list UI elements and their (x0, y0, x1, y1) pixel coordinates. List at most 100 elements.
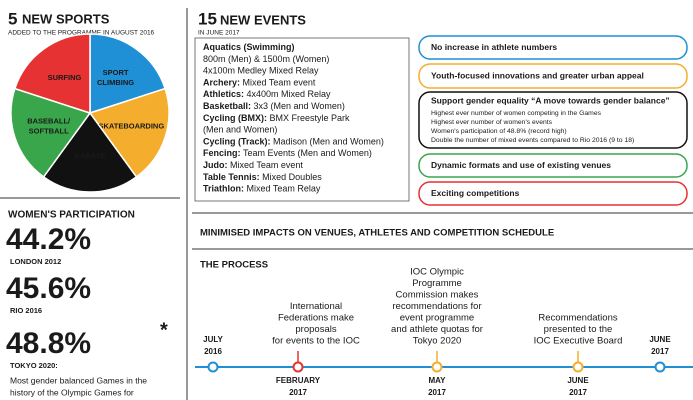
step-date: FEBRUARY (276, 376, 321, 385)
impacts-title: MINIMISED IMPACTS ON VENUES, ATHLETES AN… (200, 228, 554, 239)
step-text: Recommendations (538, 313, 617, 324)
edition-label: RIO 2016 (10, 306, 42, 315)
goal-line: Highest ever number of women's events (431, 119, 553, 126)
step-dot (292, 361, 304, 373)
event-sport: Judo: (203, 160, 228, 170)
event-line: (Men and Women) (203, 125, 277, 135)
event-line: Athletics: 4x400m Mixed Relay (203, 90, 331, 100)
percentage: 48.8% (6, 327, 91, 360)
event-detail: 4x400m Mixed Relay (244, 90, 331, 100)
process-title: THE PROCESS (200, 260, 268, 271)
slice-label: KARATE (75, 151, 106, 160)
step-text: Programme (412, 278, 462, 289)
step-date: JUNE (567, 376, 589, 385)
event-detail: Mixed Team event (228, 160, 304, 170)
goal-line: Women's participation of 48.8% (record h… (431, 128, 567, 135)
slice-label: SPORT (103, 68, 129, 77)
event-line: 4x100m Medley Mixed Relay (203, 66, 319, 76)
percentage: 45.6% (6, 272, 91, 305)
pie-slice (89, 33, 167, 115)
edition-label: LONDON 2012 (10, 257, 61, 266)
step-dot (431, 361, 443, 373)
step-text: proposals (295, 324, 336, 335)
step-date: MAY (428, 376, 446, 385)
event-detail: BMX Freestyle Park (267, 113, 350, 123)
sports-subtitle: ADDED TO THE PROGRAMME IN AUGUST 2016 (8, 30, 155, 37)
step-text: presented to the (544, 324, 613, 335)
step-date: 2016 (204, 347, 222, 356)
event-line: Fencing: Team Events (Men and Women) (203, 149, 372, 159)
women-note: history of the Olympic Games for (10, 387, 134, 397)
events-subtitle: IN JUNE 2017 (198, 30, 240, 37)
goal-title: Dynamic formats and use of existing venu… (431, 160, 611, 170)
event-line: Basketball: 3x3 (Men and Women) (203, 101, 345, 111)
events-count: 15 (198, 9, 217, 28)
pie-slice (10, 87, 92, 178)
step-date: JULY (203, 335, 223, 344)
step-date: JUNE (649, 335, 671, 344)
event-detail: 800m (Men) & 1500m (Women) (203, 54, 329, 64)
step-text: Tokyo 2020 (413, 336, 462, 347)
goal-box (418, 91, 688, 149)
event-detail: 4x100m Medley Mixed Relay (203, 66, 319, 76)
event-detail: 3x3 (Men and Women) (251, 101, 345, 111)
goal-title: No increase in athlete numbers (431, 42, 557, 52)
step-text: IOC Olympic (410, 267, 464, 278)
event-sport: Basketball: (203, 101, 251, 111)
goal-title: Support gender equality “A move towards … (431, 95, 670, 105)
event-line: Cycling (BMX): BMX Freestyle Park (203, 113, 350, 123)
step-dot (207, 361, 219, 373)
step-date: 2017 (428, 388, 446, 397)
women-note: Most gender balanced Games in the (10, 375, 147, 385)
pie-slice (13, 33, 91, 115)
event-sport: Table Tennis: (203, 172, 260, 182)
event-line: Aquatics (Swimming) (203, 42, 295, 52)
event-detail: Mixed Team event (240, 78, 316, 88)
event-sport: Cycling (Track): (203, 137, 271, 147)
event-detail: Team Events (Men and Women) (241, 149, 372, 159)
edition-label: TOKYO 2020: (10, 361, 58, 370)
goal-box (418, 63, 688, 89)
goal-line: Double the number of mixed events compar… (431, 137, 634, 144)
event-line: 800m (Men) & 1500m (Women) (203, 54, 329, 64)
goal-title: Exciting competitions (431, 188, 520, 198)
women-title: WOMEN'S PARTICIPATION (8, 210, 135, 221)
event-line: Table Tennis: Mixed Doubles (203, 172, 322, 182)
event-sport: Aquatics (Swimming) (203, 42, 295, 52)
slice-label: SURFING (48, 73, 82, 82)
goal-line: Highest ever number of women competing i… (431, 110, 602, 117)
pie-slice (88, 87, 170, 178)
step-date: 2017 (569, 388, 587, 397)
step-text: Commission makes (396, 290, 479, 301)
event-sport: Triathlon: (203, 184, 244, 194)
slice-label: CLIMBING (97, 78, 134, 87)
event-detail: Madison (Men and Women) (271, 137, 384, 147)
step-date: 2017 (651, 347, 669, 356)
goal-title: Youth-focused innovations and greater ur… (431, 70, 644, 80)
event-line: Archery: Mixed Team event (203, 78, 316, 88)
step-dot (654, 361, 666, 373)
step-text: Federations make (278, 313, 354, 324)
event-line: Triathlon: Mixed Team Relay (203, 184, 321, 194)
slice-label: BASEBALL/ (27, 116, 71, 125)
pie-slice (42, 111, 138, 193)
step-text: and athlete quotas for (391, 324, 483, 335)
event-sport: Athletics: (203, 90, 244, 100)
step-text: International (290, 301, 342, 312)
event-detail: Mixed Team Relay (244, 184, 321, 194)
goal-box (418, 181, 688, 206)
event-detail: Mixed Doubles (260, 172, 323, 182)
step-date: 2017 (289, 388, 307, 397)
goal-box (418, 153, 688, 178)
step-text: for events to the IOC (272, 336, 360, 347)
event-detail: (Men and Women) (203, 125, 277, 135)
step-text: event programme (400, 313, 474, 324)
event-sport: Fencing: (203, 149, 241, 159)
sports-title: NEW SPORTS (22, 11, 110, 26)
event-line: Cycling (Track): Madison (Men and Women) (203, 137, 384, 147)
slice-label: SOFTBALL (29, 126, 69, 135)
event-sport: Archery: (203, 78, 240, 88)
sports-count: 5 (8, 9, 17, 28)
goal-box (418, 35, 688, 60)
